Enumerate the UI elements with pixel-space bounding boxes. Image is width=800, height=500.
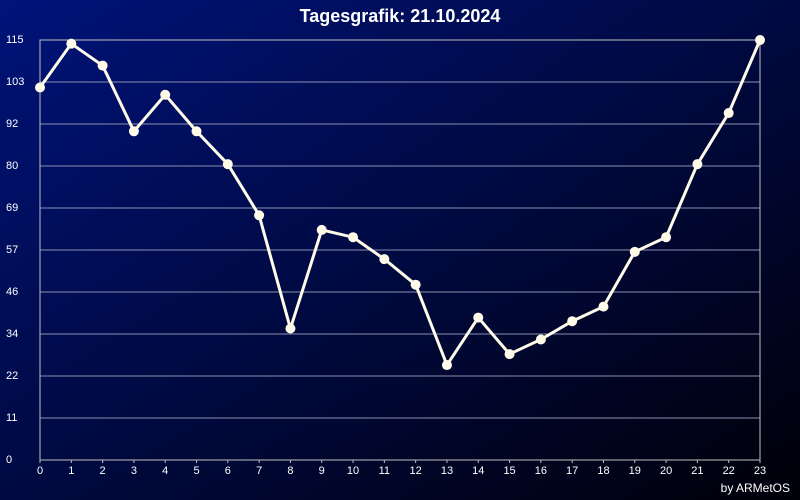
point (160, 89, 171, 100)
point (755, 35, 765, 45)
x-tick-label: 12 (410, 465, 422, 477)
y-tick-label: 34 (6, 328, 18, 340)
x-tick-label: 10 (347, 465, 359, 477)
point (191, 126, 202, 137)
point (504, 349, 515, 360)
x-tick-label: 6 (225, 465, 231, 477)
point (441, 360, 452, 371)
footer: by ARMetOS (721, 481, 790, 495)
point (692, 159, 703, 170)
x-tick-label: 23 (754, 465, 766, 477)
point (379, 254, 390, 265)
y-tick-label: 92 (6, 118, 18, 130)
x-tick-label: 19 (629, 465, 641, 477)
x-tick-label: 8 (287, 465, 293, 477)
x-tick-label: 11 (379, 465, 390, 477)
x-tick-label: 20 (660, 465, 672, 477)
x-tick-label: 21 (691, 465, 703, 477)
x-tick-label: 18 (597, 465, 609, 477)
point (35, 82, 45, 93)
x-tick-label: 13 (441, 465, 453, 477)
point (348, 232, 359, 243)
y-tick-label: 11 (6, 412, 17, 424)
point (629, 246, 640, 257)
x-tick-label: 3 (131, 465, 137, 477)
y-tick-label: 0 (6, 454, 12, 466)
series-line (38, 39, 762, 369)
x-tick-label: 9 (319, 465, 325, 477)
y-tick-label: 115 (6, 34, 24, 46)
point (410, 279, 421, 290)
x-tick-label: 7 (256, 465, 262, 477)
point (535, 334, 546, 345)
point (285, 323, 296, 334)
x-tick-label: 16 (535, 465, 547, 477)
y-tick-label: 69 (6, 202, 18, 214)
y-tick-label: 57 (6, 244, 18, 256)
point (254, 210, 265, 221)
x-tick-label: 14 (472, 465, 484, 477)
y-tick-label: 22 (6, 370, 18, 382)
point (598, 301, 609, 312)
x-tick-label: 1 (68, 465, 74, 477)
point (316, 224, 327, 235)
point (97, 60, 108, 71)
y-tick-label: 46 (6, 286, 18, 298)
x-tick-label: 5 (193, 465, 199, 477)
point (222, 159, 233, 170)
y-tick-label: 103 (6, 76, 24, 88)
y-tick-label: 80 (6, 160, 18, 172)
point (567, 316, 578, 327)
x-tick-label: 0 (37, 465, 43, 477)
x-tick-label: 4 (162, 465, 168, 477)
x-tick-label: 22 (723, 465, 735, 477)
x-tick-label: 2 (100, 465, 106, 477)
point (128, 126, 139, 137)
point (66, 38, 77, 49)
point (723, 108, 734, 119)
plot-frame (39, 39, 761, 461)
point (473, 312, 484, 323)
x-tick-label: 17 (566, 465, 578, 477)
x-tick-label: 15 (503, 465, 515, 477)
point (661, 232, 672, 243)
chart-title: Tagesgrafik: 21.10.2024 (300, 6, 501, 26)
